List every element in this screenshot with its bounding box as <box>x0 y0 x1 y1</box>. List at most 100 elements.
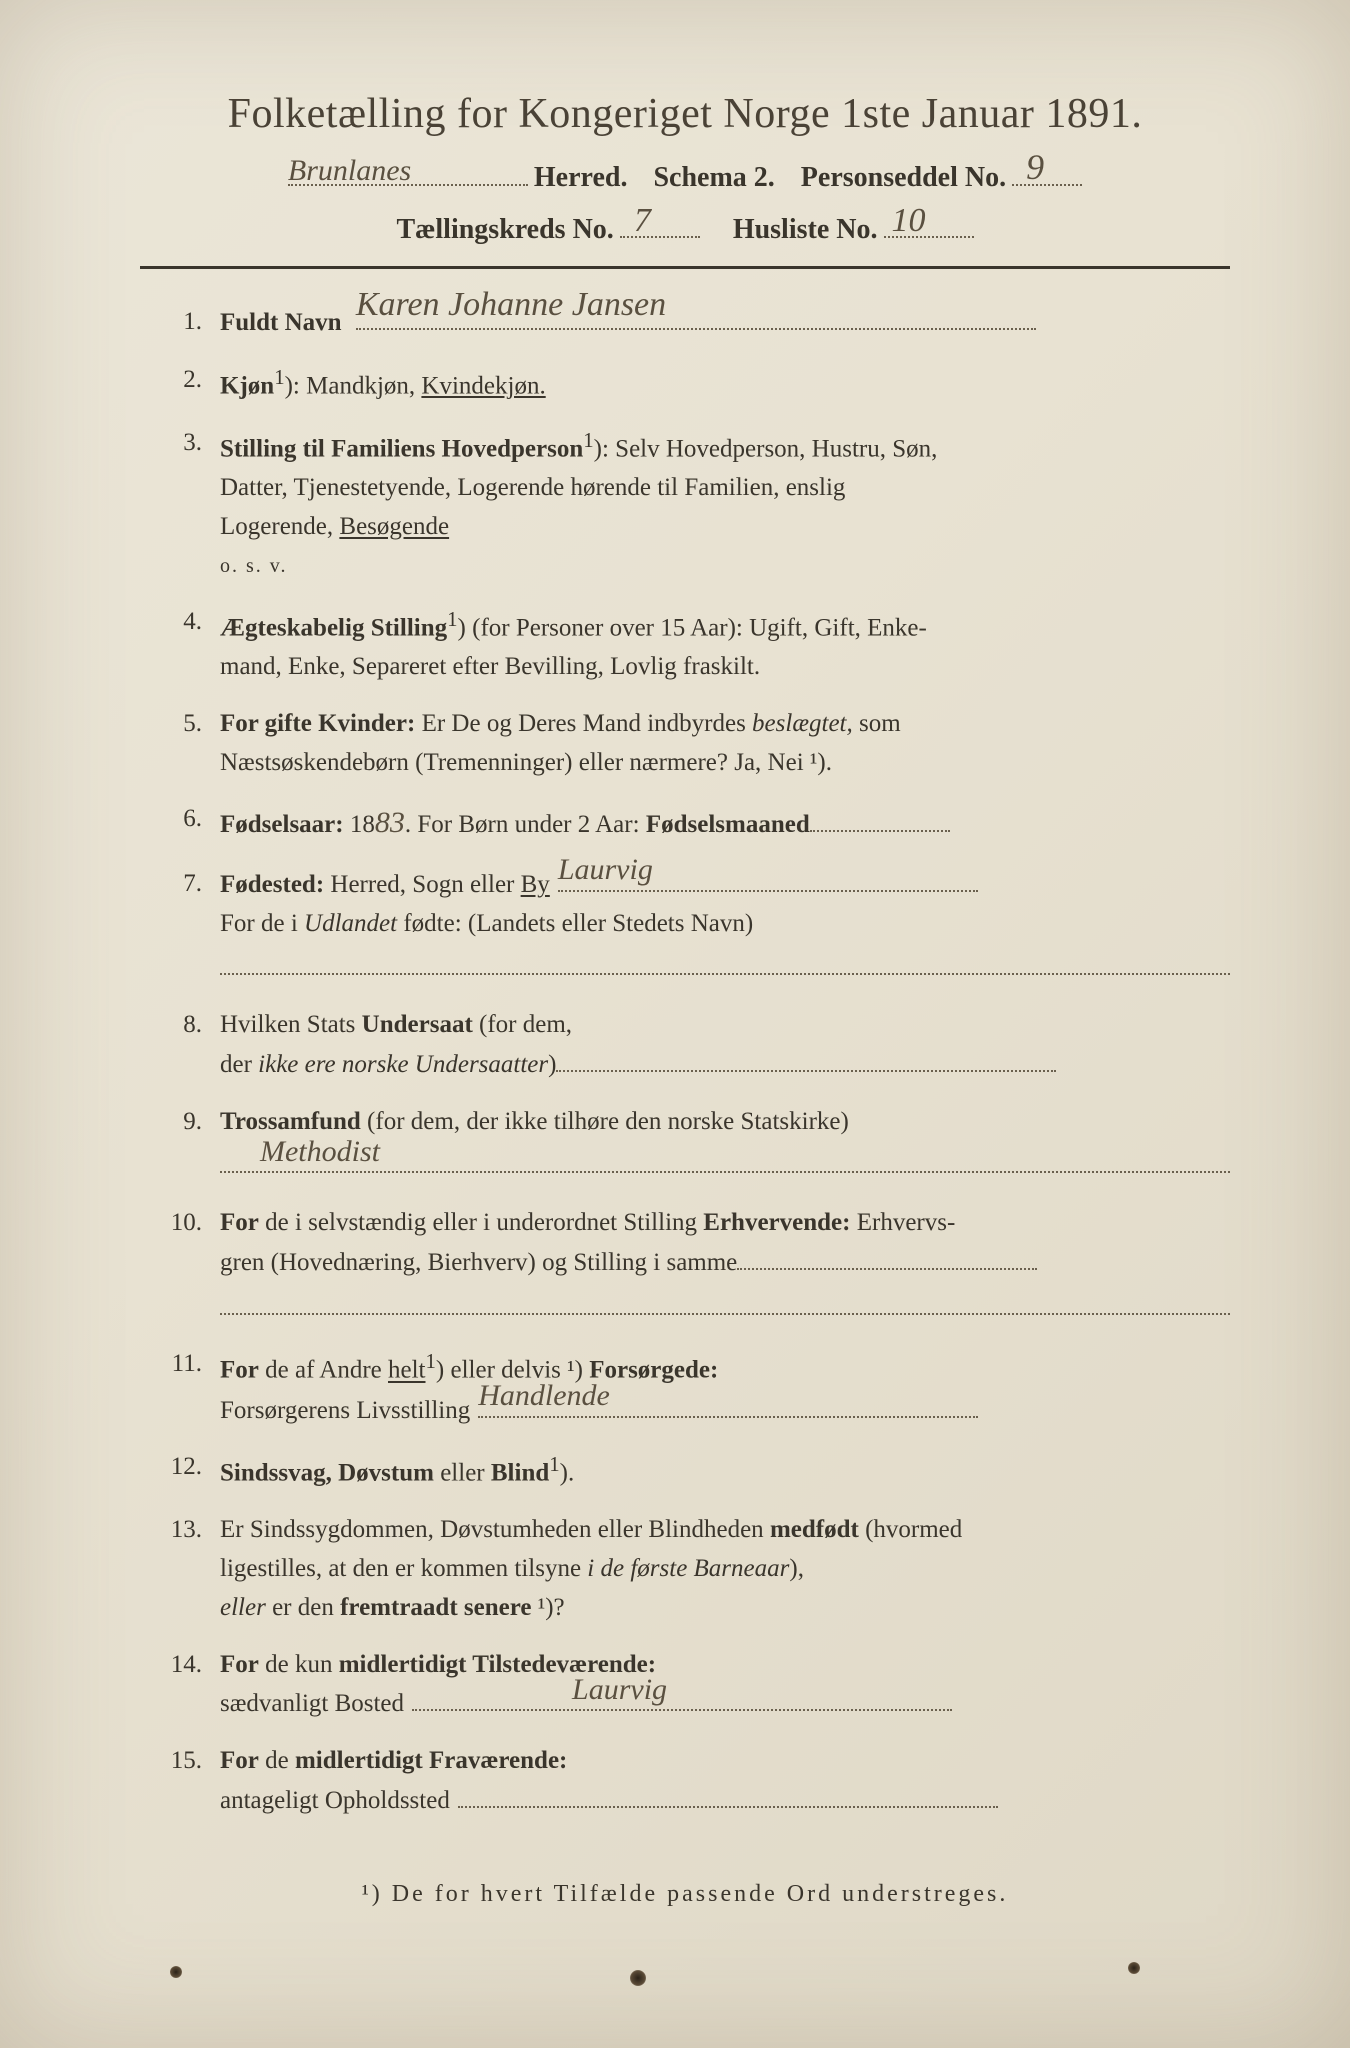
item-num: 10. <box>140 1204 220 1327</box>
text: Herred, Sogn eller <box>324 871 520 898</box>
citizenship-field <box>556 1045 1056 1072</box>
text: de i selvstændig eller i underordnet Sti… <box>259 1209 703 1236</box>
item-num: 8. <box>140 1006 220 1085</box>
whereabouts-field <box>458 1781 998 1808</box>
item-num: 5. <box>140 705 220 783</box>
item-body: Sindssvag, Døvstum eller Blind1). <box>220 1448 1230 1493</box>
item-body: Fuldt Navn Karen Johanne Jansen <box>220 303 1230 343</box>
item-body: Hvilken Stats Undersaat (for dem, der ik… <box>220 1006 1230 1085</box>
birthplace-field: Laurvig <box>558 865 978 892</box>
subheader-row-1: Brunlanes Herred. Schema 2. Personseddel… <box>140 156 1230 194</box>
form-title: Folketælling for Kongeriget Norge 1ste J… <box>140 90 1230 138</box>
item-num: 2. <box>140 361 220 406</box>
form-items: 1. Fuldt Navn Karen Johanne Jansen 2. Kj… <box>140 303 1230 1821</box>
text: Er Sindssygdommen, Døvstumheden eller Bl… <box>220 1516 770 1543</box>
husliste-label: Husliste No. <box>733 214 878 246</box>
blank-line <box>220 1283 1230 1315</box>
form-header: Folketælling for Kongeriget Norge 1ste J… <box>140 90 1230 246</box>
herred-value: Brunlanes <box>288 154 411 188</box>
text: ). <box>560 1460 575 1487</box>
item-15: 15. For de midlertidigt Fraværende: anta… <box>140 1742 1230 1821</box>
item-2: 2. Kjøn1): Mandkjøn, Kvindekjøn. <box>140 361 1230 406</box>
text: ) <box>548 1051 556 1078</box>
text: ): Selv Hovedperson, Hustru, Søn, <box>594 435 938 462</box>
text: Er De og Deres Mand indbyrdes <box>415 710 752 737</box>
text: der <box>220 1051 258 1078</box>
text: ligestilles, at den er kommen tilsyne <box>220 1555 587 1582</box>
text: antageligt Opholdssted <box>220 1787 450 1814</box>
provider-value: Handlende <box>478 1373 610 1420</box>
sup: 1 <box>447 607 457 631</box>
item-8: 8. Hvilken Stats Undersaat (for dem, der… <box>140 1006 1230 1085</box>
text: 18 <box>344 811 375 838</box>
item-3: 3. Stilling til Familiens Hovedperson1):… <box>140 424 1230 585</box>
text: . For Børn under 2 Aar: <box>405 811 646 838</box>
sup: 1 <box>274 365 284 389</box>
field-label: For <box>220 1651 259 1678</box>
field-label-2: Blind <box>491 1460 549 1487</box>
item-body: Kjøn1): Mandkjøn, Kvindekjøn. <box>220 361 1230 406</box>
item-9: 9. Trossamfund (for dem, der ikke tilhør… <box>140 1103 1230 1187</box>
item-body: Trossamfund (for dem, der ikke tilhøre d… <box>220 1103 1230 1187</box>
residence-value: Laurvig <box>572 1667 667 1714</box>
text: ), <box>789 1555 804 1582</box>
text: som <box>853 710 901 737</box>
item-body: Ægteskabelig Stilling1) (for Personer ov… <box>220 603 1230 687</box>
text: For de i <box>220 910 304 937</box>
item-body: For de midlertidigt Fraværende: antageli… <box>220 1742 1230 1821</box>
text-italic: ikke ere norske Undersaatter <box>258 1051 548 1078</box>
religion-value: Methodist <box>260 1129 380 1176</box>
sup: 1 <box>583 428 593 452</box>
field-label: For <box>220 1209 259 1236</box>
text: ) (for Personer over 15 Aar): Ugift, Gif… <box>458 614 927 641</box>
item-num: 14. <box>140 1646 220 1725</box>
bold-text: fremtraadt senere <box>340 1594 531 1621</box>
item-body: Er Sindssygdommen, Døvstumheden eller Bl… <box>220 1511 1230 1627</box>
text: er den <box>266 1594 340 1621</box>
item-num: 3. <box>140 424 220 585</box>
text: (for dem, <box>473 1011 572 1038</box>
text: sædvanligt Bosted <box>220 1690 404 1717</box>
selected-value: Kvindekjøn. <box>421 372 545 399</box>
text: ): Mandkjøn, <box>285 372 422 399</box>
subheader-row-2: Tællingskreds No. 7 Husliste No. 10 <box>140 208 1230 246</box>
year-value: 83 <box>375 806 405 839</box>
item-num: 1. <box>140 303 220 343</box>
text-italic: Udlandet <box>304 910 397 937</box>
item-body: For de i selvstændig eller i underordnet… <box>220 1204 1230 1327</box>
field-label: For <box>220 1747 259 1774</box>
item-body: For de kun midlertidigt Tilstedeværende:… <box>220 1646 1230 1725</box>
item-num: 4. <box>140 603 220 687</box>
birthplace-value: Laurvig <box>558 847 653 894</box>
kreds-value: 7 <box>634 202 651 240</box>
provider-field: Handlende <box>478 1391 978 1418</box>
text: gren (Hovednæring, Bierhverv) og Stillin… <box>220 1249 737 1276</box>
month-field <box>810 805 950 832</box>
text: (for dem, der ikke tilhøre den norske St… <box>361 1108 849 1135</box>
schema-label: Schema 2. <box>653 162 774 194</box>
divider-rule <box>140 266 1230 269</box>
personseddel-label: Personseddel No. <box>801 162 1006 194</box>
census-form-page: Folketælling for Kongeriget Norge 1ste J… <box>0 0 1350 2048</box>
item-body: Fødested: Herred, Sogn eller ByLaurvig F… <box>220 865 1230 988</box>
husliste-value: 10 <box>892 202 926 240</box>
field-label: Fødselsaar: <box>220 811 344 838</box>
text: Hvilken Stats <box>220 1011 362 1038</box>
field-label-2: Erhvervende: <box>703 1209 850 1236</box>
text: Datter, Tjenestetyende, Logerende hørend… <box>220 474 845 501</box>
text-italic: eller <box>220 1594 266 1621</box>
item-body: For gifte Kvinder: Er De og Deres Mand i… <box>220 705 1230 783</box>
field-label: Fødested: <box>220 871 324 898</box>
bold-text: medfødt <box>770 1516 859 1543</box>
item-body: For de af Andre helt1) eller delvis ¹) F… <box>220 1345 1230 1430</box>
text: de <box>259 1747 295 1774</box>
item-body: Stilling til Familiens Hovedperson1): Se… <box>220 424 1230 585</box>
herred-field: Brunlanes <box>288 156 528 186</box>
field-label-2: midlertidigt Fraværende: <box>295 1747 567 1774</box>
text: mand, Enke, Separeret efter Bevilling, L… <box>220 653 760 680</box>
item-num: 15. <box>140 1742 220 1821</box>
pinhole-mark <box>630 1970 646 1986</box>
sup: 1 <box>426 1349 436 1373</box>
text: Næstsøskendebørn (Tremenninger) eller næ… <box>220 749 832 776</box>
pinhole-mark <box>1128 1962 1140 1974</box>
